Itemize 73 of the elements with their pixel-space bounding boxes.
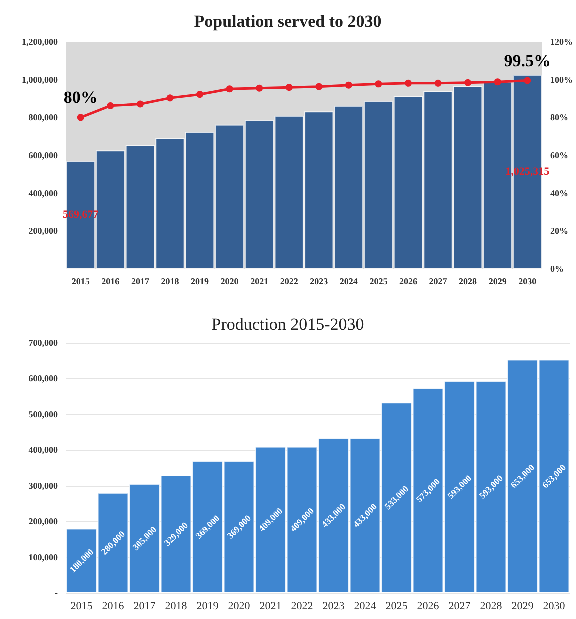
x-tick-label: 2027 [448, 600, 472, 612]
x-tick-label: 2018 [161, 276, 180, 286]
x-tick-label: 2030 [518, 276, 538, 286]
x-tick-label: 2028 [459, 276, 478, 286]
x-tick-label: 2029 [488, 276, 508, 286]
point [196, 91, 204, 98]
y2-tick-label: 80% [550, 112, 568, 123]
x-tick-label: 2024 [354, 600, 377, 612]
chart-title: Production 2015-2030 [212, 315, 364, 334]
data-label: 99.5% [504, 51, 551, 70]
point [107, 102, 114, 110]
x-tick-label: 2019 [191, 276, 210, 286]
point [286, 84, 293, 92]
y2-tick-label: 0% [550, 264, 564, 274]
x-tick-label: 2019 [196, 600, 220, 612]
point [434, 80, 442, 87]
y-tick-label: 600,000 [28, 374, 58, 384]
y-tick-label: 200,000 [28, 226, 58, 236]
y2-tick-label: 20% [550, 226, 568, 236]
x-tick-label: 2015 [70, 600, 94, 612]
point [345, 82, 352, 89]
y-tick-label: 200,000 [28, 516, 58, 527]
y2-tick-label: 60% [550, 150, 568, 160]
x-tick-label: 2025 [386, 600, 408, 612]
y2-tick-label: 100% [550, 74, 573, 85]
x-tick-label: 2026 [399, 276, 418, 286]
point [494, 78, 502, 86]
point [136, 100, 144, 108]
y-tick-label: 400,000 [28, 445, 58, 456]
point [166, 94, 174, 102]
point [375, 80, 382, 88]
point [316, 83, 323, 90]
point [77, 114, 84, 122]
x-tick-label: 2018 [165, 600, 188, 612]
x-tick-label: 2020 [220, 276, 240, 286]
x-tick-label: 2017 [131, 276, 150, 286]
point [524, 77, 532, 84]
y-tick-label: 100,000 [28, 552, 58, 562]
y-tick-label: 800,000 [28, 112, 58, 123]
x-tick-label: 2025 [370, 276, 388, 286]
y-tick-label: 700,000 [28, 338, 58, 348]
x-tick-label: 2022 [291, 600, 314, 612]
x-tick-label: 2023 [310, 276, 329, 286]
y2-tick-label: 40% [550, 188, 568, 198]
x-tick-label: 2016 [102, 276, 120, 286]
x-tick-label: 2015 [72, 276, 90, 286]
x-tick-label: 2030 [543, 600, 566, 612]
x-tick-label: 2024 [340, 276, 358, 286]
x-tick-label: 2017 [134, 600, 156, 612]
point [256, 84, 264, 92]
y-tick-label: 1,200,000 [22, 37, 58, 47]
x-tick-label: 2026 [417, 600, 440, 612]
x-tick-label: 2027 [429, 276, 448, 286]
x-tick-label: 2021 [250, 276, 270, 286]
point [464, 79, 472, 86]
y-tick-label: - [55, 588, 58, 598]
data-label: 80% [64, 88, 98, 108]
y-tick-label: 600,000 [28, 150, 58, 160]
y-tick-label: 500,000 [28, 409, 58, 420]
y-tick-label: 1,000,000 [22, 74, 58, 85]
point [404, 80, 412, 87]
y2-tick-label: 120% [550, 37, 573, 47]
x-tick-label: 2029 [512, 600, 534, 612]
point [226, 86, 234, 93]
x-tick-label: 2028 [480, 600, 503, 612]
x-tick-label: 2023 [322, 600, 346, 612]
y-tick-label: 400,000 [28, 188, 58, 198]
x-tick-label: 2021 [260, 600, 282, 612]
x-tick-label: 2022 [280, 276, 299, 286]
y-tick-label: 300,000 [28, 480, 58, 491]
x-tick-label: 2020 [228, 600, 251, 612]
chart-title: Population served to 2030 [194, 12, 382, 31]
x-tick-label: 2016 [102, 600, 125, 612]
